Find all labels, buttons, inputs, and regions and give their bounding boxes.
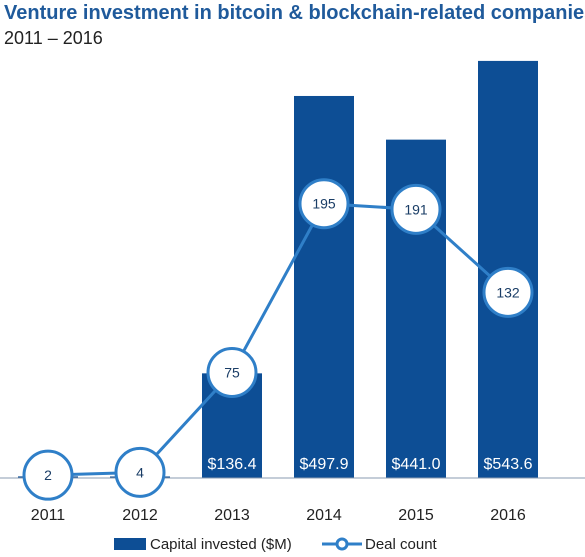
deal-count-label-2011: 2 — [44, 467, 52, 483]
x-tick-label-2016: 2016 — [490, 507, 526, 524]
bar-2014 — [294, 95, 354, 478]
x-tick-label-2013: 2013 — [214, 507, 250, 524]
x-tick-label-2015: 2015 — [398, 507, 434, 524]
chart-subtitle: 2011 – 2016 — [4, 28, 103, 48]
deal-count-label-2012: 4 — [136, 464, 144, 480]
chart-title: Venture investment in bitcoin & blockcha… — [4, 2, 585, 24]
legend-label-capital: Capital invested ($M) — [150, 536, 292, 553]
deal-count-label-2015: 191 — [404, 201, 428, 217]
deal-count-point-2012 — [114, 446, 166, 498]
deal-count-point-2011 — [22, 449, 74, 501]
deal-count-label-2016: 132 — [496, 284, 520, 300]
legend-bar-swatch — [114, 538, 146, 550]
deal-count-label-2013: 75 — [224, 365, 240, 381]
bar-label-2013: $136.4 — [208, 456, 257, 473]
legend-line-marker — [335, 537, 349, 551]
deal-count-point-2013 — [206, 347, 258, 398]
bar-label-2016: $543.6 — [484, 456, 533, 473]
legend-label-deal-count: Deal count — [365, 536, 438, 553]
deal-count-point-2014 — [298, 178, 350, 230]
deal-count-point-2015 — [390, 183, 442, 235]
x-tick-label-2014: 2014 — [306, 507, 342, 524]
x-tick-label-2012: 2012 — [122, 507, 158, 524]
deal-count-point-2016 — [482, 266, 534, 318]
bar-label-2014: $497.9 — [300, 456, 349, 473]
bar-label-2015: $441.0 — [392, 456, 441, 473]
x-tick-label-2011: 2011 — [31, 507, 66, 524]
deal-count-label-2014: 195 — [312, 196, 336, 212]
